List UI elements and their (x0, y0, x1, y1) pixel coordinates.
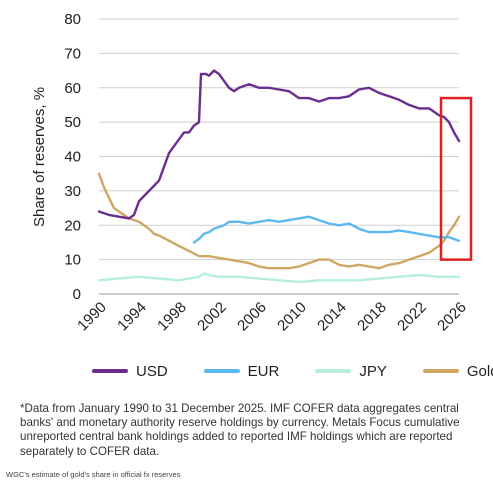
legend-item-gold: Gold (422, 362, 493, 380)
x-tick-label: 2002 (194, 299, 230, 335)
x-tick-label: 2014 (314, 299, 350, 335)
x-tick-label: 2010 (274, 299, 310, 335)
legend-label: JPY (359, 362, 387, 380)
series-lines (97, 69, 461, 284)
legend-label: Gold (466, 362, 493, 380)
annotations (439, 96, 473, 261)
y-tick-label: 30 (64, 183, 81, 200)
legend-swatch (92, 369, 128, 373)
series-line-jpy (97, 272, 461, 284)
legend: USD EUR JPY Gold (92, 360, 493, 382)
y-axis-label: Share of reserves, % (31, 87, 48, 227)
series-line-usd (97, 69, 461, 220)
series-line-gold (97, 172, 461, 270)
legend-label: EUR (247, 362, 280, 380)
grid-lines (99, 18, 459, 295)
y-tick-label: 70 (64, 45, 81, 62)
legend-item-eur: EUR (203, 362, 280, 380)
x-tick-label: 2026 (434, 299, 470, 335)
legend-item-jpy: JPY (315, 363, 387, 380)
y-tick-label: 0 (73, 286, 81, 303)
y-tick-label: 80 (64, 11, 81, 28)
legend-swatch (203, 369, 240, 373)
x-tick-label: 1998 (154, 299, 190, 335)
x-tick-label: 1990 (74, 299, 110, 335)
legend-swatch (315, 369, 352, 373)
y-tick-label: 10 (64, 252, 81, 269)
x-tick-label: 2018 (354, 299, 390, 335)
footnote: *Data from January 1990 to 31 December 2… (20, 402, 460, 458)
figure-caption: WGC's estimate of gold's share in offici… (6, 470, 181, 479)
highlight-box (439, 96, 473, 261)
legend-label: USD (136, 362, 168, 380)
x-tick-label: 2022 (394, 299, 430, 335)
y-tick-label: 50 (64, 114, 81, 131)
x-axis-ticks: 1990 1994 1998 2002 2006 2010 2014 2018 2022 2026 (74, 299, 470, 335)
y-tick-label: 60 (64, 80, 81, 97)
x-tick-label: 1994 (114, 299, 150, 335)
legend-swatch (422, 369, 459, 373)
legend-item-usd: USD (92, 363, 168, 380)
y-tick-label: 40 (64, 149, 81, 166)
series-line-eur (192, 215, 461, 244)
y-tick-label: 20 (64, 217, 81, 234)
y-axis-ticks: 0 10 20 30 40 50 60 70 80 (64, 11, 81, 303)
x-tick-label: 2006 (234, 299, 270, 335)
